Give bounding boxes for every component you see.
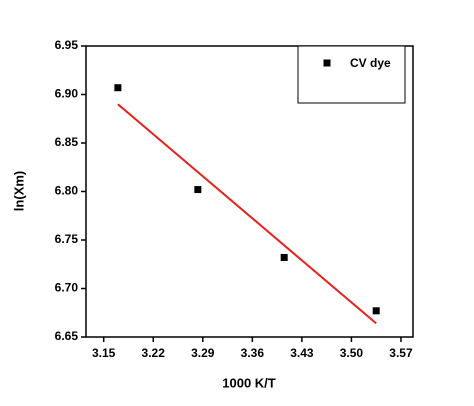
x-axis-title: 1000 K/T [222,375,276,390]
x-tick-label: 3.15 [92,346,116,360]
x-tick-label: 3.36 [241,346,265,360]
y-tick-label: 6.75 [55,232,79,246]
x-tick-label: 3.29 [191,346,215,360]
y-axis-title: ln(Xm) [11,171,26,211]
x-tick-label: 3.22 [142,346,166,360]
y-tick-label: 6.70 [55,281,79,295]
y-tick-label: 6.90 [55,87,79,101]
data-point [280,253,288,261]
x-tick-label: 3.57 [389,346,413,360]
data-point [194,186,202,194]
legend-label: CV dye [350,56,391,70]
data-point [114,84,122,92]
data-point [372,307,380,315]
legend-box [297,45,406,104]
x-tick-label: 3.50 [340,346,364,360]
x-tick-label: 3.43 [290,346,314,360]
y-tick-label: 6.65 [55,329,79,343]
y-tick-label: 6.85 [55,135,79,149]
y-tick-label: 6.95 [55,38,79,52]
legend-marker [323,59,331,67]
y-tick-label: 6.80 [55,184,79,198]
fit-line [117,103,377,325]
